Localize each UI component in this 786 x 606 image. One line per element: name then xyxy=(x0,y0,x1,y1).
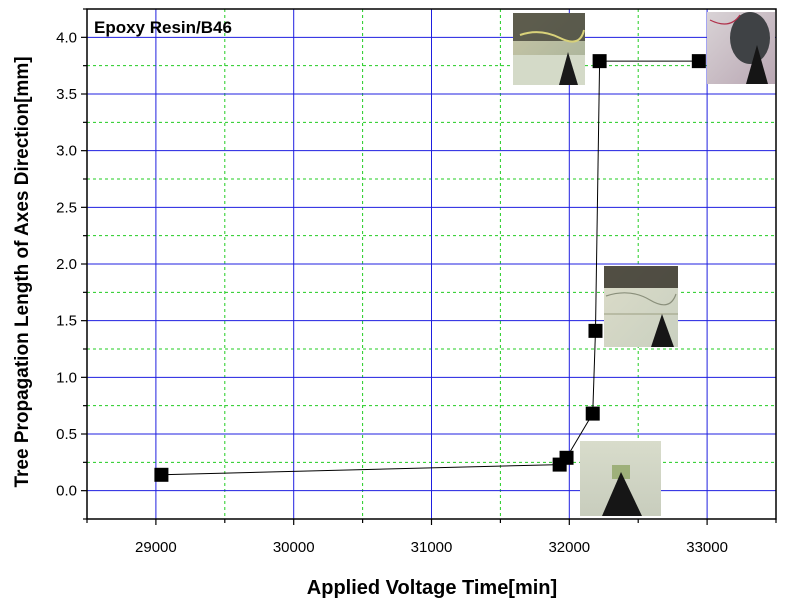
y-tick-label: 2.0 xyxy=(56,256,77,273)
tree-micrograph-4 xyxy=(580,441,661,516)
data-point xyxy=(559,450,574,465)
tree-micrograph-1 xyxy=(513,13,585,85)
grid xyxy=(86,8,777,520)
data-points xyxy=(154,54,706,482)
x-axis-label: Applied Voltage Time[min] xyxy=(307,577,557,599)
tree-micrograph-2 xyxy=(707,12,775,84)
data-connector-lines xyxy=(161,60,699,476)
x-tick-label: 32000 xyxy=(548,539,590,556)
axis-ticks xyxy=(81,8,777,525)
y-tick-label: 1.5 xyxy=(56,313,77,330)
connector-line xyxy=(594,61,601,331)
x-tick-label: 29000 xyxy=(135,539,177,556)
x-tick-label: 30000 xyxy=(273,539,315,556)
connector-line xyxy=(161,464,560,476)
data-point xyxy=(588,323,603,338)
tick-labels: 29000 30000 31000 32000 33000 0.0 0.5 1.0 1.5 2.0… xyxy=(56,29,728,556)
tree-micrograph-3 xyxy=(604,266,678,347)
y-tick-label: 2.5 xyxy=(56,199,77,216)
y-tick-label: 3.5 xyxy=(56,86,77,103)
y-tick-label: 0.0 xyxy=(56,483,77,500)
x-tick-label: 31000 xyxy=(411,539,453,556)
data-point xyxy=(691,54,706,69)
y-axis-label: Tree Propagation Length of Axes Directio… xyxy=(12,56,33,487)
y-tick-label: 1.0 xyxy=(56,369,77,386)
y-tick-label: 4.0 xyxy=(56,29,77,46)
data-point xyxy=(585,406,600,421)
y-tick-label: 0.5 xyxy=(56,426,77,443)
data-point xyxy=(154,467,169,482)
data-point xyxy=(592,54,607,69)
connector-line xyxy=(592,330,596,414)
y-tick-label: 3.0 xyxy=(56,143,77,160)
chart-title: Epoxy Resin/B46 xyxy=(94,18,232,37)
connector-line xyxy=(566,413,594,459)
x-tick-label: 33000 xyxy=(686,539,728,556)
